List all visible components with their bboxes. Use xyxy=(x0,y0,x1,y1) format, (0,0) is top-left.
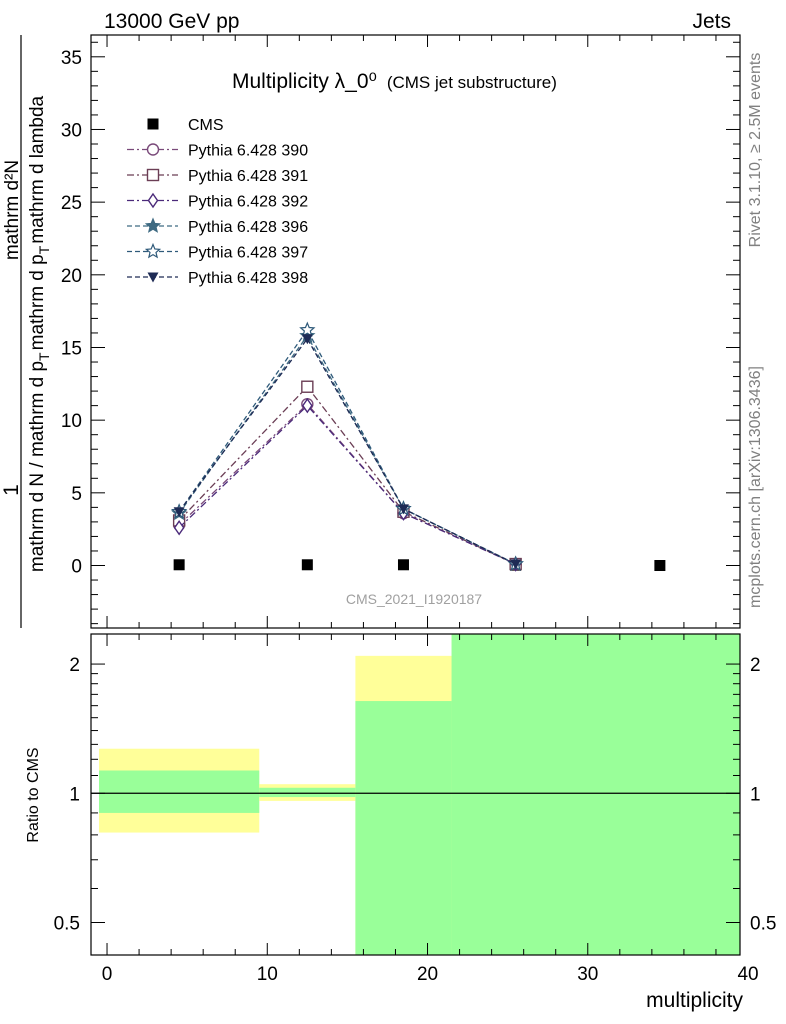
ratio-band-green-1 xyxy=(259,787,356,798)
legend-marker-0 xyxy=(147,118,159,130)
data-point-s0-p0 xyxy=(173,559,185,571)
series-line-2 xyxy=(178,385,516,565)
legend-item-2: Pythia 6.428 391 xyxy=(127,168,308,185)
ratio-ytick-label-right-1: 1 xyxy=(750,784,761,805)
xtick-label-10: 10 xyxy=(257,964,278,985)
data-point-s6-p2 xyxy=(397,504,409,515)
series-3 xyxy=(173,397,522,572)
legend-label-2: Pythia 6.428 391 xyxy=(188,168,308,185)
main-ytick-label-15: 15 xyxy=(61,338,82,359)
ratio-frame xyxy=(90,633,741,956)
main-ytick-label-10: 10 xyxy=(61,411,82,432)
ratio-bands xyxy=(91,634,740,955)
legend-item-3: Pythia 6.428 392 xyxy=(127,192,308,211)
ratio-band-green-0 xyxy=(99,770,260,813)
legend-label-3: Pythia 6.428 392 xyxy=(188,194,308,211)
axes: 0 10 20 30 40 0 5 10 15 20 25 30 35 0.5 0.5 1 1 2 2 xyxy=(54,34,776,985)
xtick-label-20: 20 xyxy=(417,964,438,985)
legend-item-4: Pythia 6.428 396 xyxy=(127,217,308,236)
data-point-s6-p3 xyxy=(510,559,522,570)
xtick-label-0: 0 xyxy=(102,964,113,985)
series-6 xyxy=(173,334,522,570)
legend-label-6: Pythia 6.428 398 xyxy=(188,270,308,287)
main-ylabel-denominator: mathrm d N / mathrm d pTmathrm d pTmathr… xyxy=(27,95,52,572)
main-ytick-label-30: 30 xyxy=(61,120,82,141)
plot-subtitle: (CMS jet substructure) xyxy=(387,73,557,92)
series-line-5 xyxy=(178,328,516,565)
main-ylabel-numerator: 1 xyxy=(0,484,23,496)
main-ylabel-dN: mathrm d²N xyxy=(2,160,23,260)
header-category: Jets xyxy=(692,10,731,33)
mcplots-note: mcplots.cern.ch [arXiv:1306.3436] xyxy=(747,366,764,608)
ratio-ytick-label-right-0.5: 0.5 xyxy=(750,913,776,934)
data-point-s0-p1 xyxy=(301,559,313,571)
xtick-label-40: 40 xyxy=(737,964,758,985)
legend-marker-1 xyxy=(146,143,160,156)
main-ylabel-sub-a: T xyxy=(36,352,52,361)
main-ytick-label-35: 35 xyxy=(61,48,82,69)
legend-marker-6 xyxy=(147,272,159,283)
series-line-6 xyxy=(178,337,516,565)
ratio-ytick-label-left-1: 1 xyxy=(69,784,80,805)
main-ylabel-denominator-b: mathrm d p xyxy=(27,254,48,350)
ratio-ylabel: Ratio to CMS xyxy=(25,747,42,842)
legend-label-5: Pythia 6.428 397 xyxy=(188,245,308,262)
data-point-s6-p0 xyxy=(173,507,185,518)
plot-title-main: Multiplicity λ_0⁰ xyxy=(232,70,377,93)
ratio-ytick-label-right-2: 2 xyxy=(750,655,761,676)
main-ylabel: 1 mathrm d N / mathrm d pTmathrm d pTmat… xyxy=(0,35,52,628)
legend-item-0: CMS xyxy=(147,117,224,134)
ratio-ytick-label-left-2: 2 xyxy=(69,655,80,676)
header-process: 13000 GeV pp xyxy=(104,10,239,33)
data-point-s0-p2 xyxy=(397,559,409,571)
legend-item-1: Pythia 6.428 390 xyxy=(127,143,308,160)
legend-label-0: CMS xyxy=(188,117,224,134)
main-ylabel-denominator-c: mathrm d lambda xyxy=(27,95,48,243)
data-point-s0-p4 xyxy=(654,560,666,572)
xaxis-label: multiplicity xyxy=(646,989,743,1012)
data-point-s3-p0 xyxy=(173,519,185,536)
main-frame xyxy=(90,34,741,629)
legend-label-4: Pythia 6.428 396 xyxy=(188,219,308,236)
analysis-watermark: CMS_2021_I1920187 xyxy=(346,591,482,607)
legend-item-6: Pythia 6.428 398 xyxy=(127,270,308,287)
main-ytick-label-5: 5 xyxy=(71,484,82,505)
main-series xyxy=(170,321,666,572)
ratio-band-green-3 xyxy=(451,634,740,955)
ratio-ytick-label-left-0.5: 0.5 xyxy=(54,913,80,934)
series-0 xyxy=(173,559,666,572)
plot-title: Multiplicity λ_0⁰ (CMS jet substructure) xyxy=(232,70,557,93)
legend: CMS Pythia 6.428 390 Pythia 6.428 391 Pythi… xyxy=(127,117,308,287)
legend-marker-2 xyxy=(146,168,160,182)
main-ytick-label-25: 25 xyxy=(61,193,82,214)
legend-label-1: Pythia 6.428 390 xyxy=(188,143,308,160)
main-ylabel-sub-b: T xyxy=(36,245,52,254)
data-point-s2-p1 xyxy=(301,380,314,393)
ratio-band-green-2 xyxy=(355,701,452,955)
rivet-note: Rivet 3.1.10, ≥ 2.5M events xyxy=(747,53,764,248)
legend-marker-4 xyxy=(144,217,162,233)
main-ytick-label-0: 0 xyxy=(71,557,82,578)
legend-marker-5 xyxy=(144,242,162,259)
legend-item-5: Pythia 6.428 397 xyxy=(127,242,308,262)
xtick-label-30: 30 xyxy=(577,964,598,985)
data-point-s5-p1 xyxy=(299,321,316,337)
series-5 xyxy=(170,321,524,571)
main-ylabel-denominator-a: mathrm d N / mathrm d p xyxy=(27,361,48,572)
data-point-s3-p1 xyxy=(301,397,313,414)
legend-marker-3 xyxy=(147,192,159,209)
data-point-s6-p1 xyxy=(301,334,313,345)
main-ytick-label-20: 20 xyxy=(61,266,82,287)
